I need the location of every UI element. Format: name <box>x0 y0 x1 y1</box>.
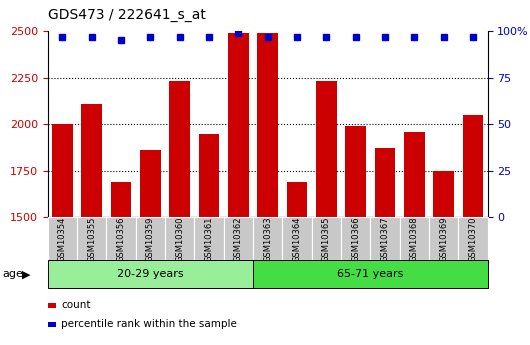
Bar <box>346 126 366 217</box>
Text: GSM10370: GSM10370 <box>469 216 478 262</box>
Text: GSM10359: GSM10359 <box>146 216 155 262</box>
Text: 65-71 years: 65-71 years <box>337 269 403 279</box>
Text: percentile rank within the sample: percentile rank within the sample <box>61 319 237 329</box>
Bar <box>165 217 195 260</box>
Text: GSM10365: GSM10365 <box>322 216 331 262</box>
Bar <box>48 260 253 288</box>
Text: GSM10355: GSM10355 <box>87 216 96 262</box>
Bar <box>52 124 73 217</box>
Bar <box>434 171 454 217</box>
Bar <box>258 33 278 217</box>
Bar <box>48 217 77 260</box>
Bar <box>224 217 253 260</box>
Bar <box>375 148 395 217</box>
Text: age: age <box>3 269 23 279</box>
Bar <box>463 115 483 217</box>
Bar <box>458 217 488 260</box>
Text: GDS473 / 222641_s_at: GDS473 / 222641_s_at <box>48 8 206 22</box>
Bar <box>77 217 107 260</box>
Bar <box>140 150 161 217</box>
Bar <box>400 217 429 260</box>
Bar <box>199 134 219 217</box>
Text: GSM10362: GSM10362 <box>234 216 243 262</box>
Text: GSM10356: GSM10356 <box>117 216 126 262</box>
Text: GSM10363: GSM10363 <box>263 216 272 262</box>
Bar <box>253 217 282 260</box>
Bar <box>316 81 337 217</box>
Bar <box>287 182 307 217</box>
Bar <box>429 217 458 260</box>
Bar <box>82 104 102 217</box>
Bar <box>107 217 136 260</box>
Text: count: count <box>61 300 91 310</box>
Text: GSM10354: GSM10354 <box>58 216 67 262</box>
Bar <box>370 217 400 260</box>
Bar <box>111 182 131 217</box>
Bar <box>253 260 488 288</box>
Bar <box>312 217 341 260</box>
Text: GSM10360: GSM10360 <box>175 216 184 262</box>
Text: ▶: ▶ <box>22 269 31 279</box>
Bar <box>136 217 165 260</box>
Text: GSM10364: GSM10364 <box>293 216 302 262</box>
Bar <box>170 81 190 217</box>
Bar <box>228 33 249 217</box>
Text: GSM10361: GSM10361 <box>205 216 214 262</box>
Text: GSM10366: GSM10366 <box>351 216 360 262</box>
Bar <box>341 217 370 260</box>
Text: GSM10369: GSM10369 <box>439 216 448 262</box>
Bar <box>282 217 312 260</box>
Bar <box>404 132 425 217</box>
Text: GSM10367: GSM10367 <box>381 216 390 262</box>
Bar <box>195 217 224 260</box>
Text: GSM10368: GSM10368 <box>410 216 419 262</box>
Text: 20-29 years: 20-29 years <box>117 269 184 279</box>
